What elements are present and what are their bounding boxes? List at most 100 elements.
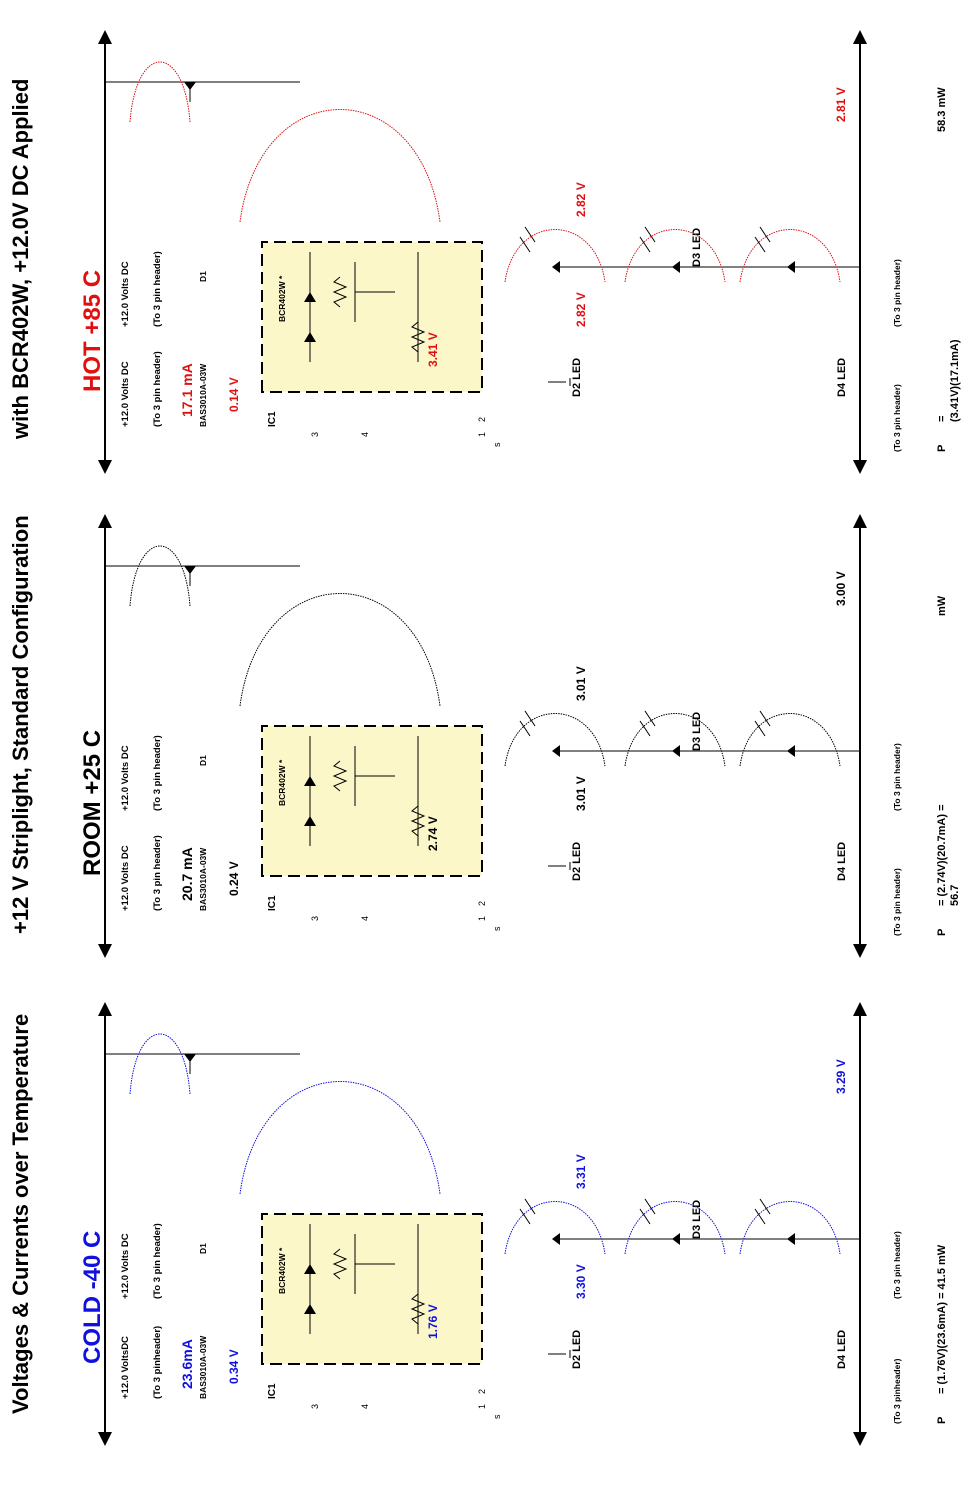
- ic-diode-b: [304, 776, 316, 786]
- emission-lobe-ic: [239, 1081, 441, 1195]
- led-d2-label: D2 LED: [571, 358, 583, 397]
- end-voltage: 3.29 V: [834, 1059, 848, 1094]
- ic-diode-b: [304, 1264, 316, 1274]
- power-label: P: [936, 445, 948, 452]
- panel-cold: COLD -40 C +12.0 VoltsDC (To 3 pinheader) +…: [79, 1002, 948, 1446]
- led-d3-voltage: 3.01 V: [574, 666, 588, 701]
- pin-3: 3: [310, 432, 320, 437]
- led-symbol-2: [552, 261, 560, 273]
- pin-3: 3: [310, 916, 320, 921]
- pin-2: 2: [477, 901, 487, 906]
- emission-lobe-d4: [739, 229, 841, 283]
- led-d4-label: D4 LED: [836, 842, 848, 881]
- led-d3-voltage: 2.82 V: [574, 182, 588, 217]
- emission-lobe-d1: [129, 1033, 191, 1095]
- pin-4: 4: [360, 916, 370, 921]
- ground-header-a: (To 3 pin header): [892, 868, 902, 936]
- supply-label-b: +12.0 Volts DC: [120, 261, 131, 327]
- power-equation: =: [936, 416, 948, 422]
- panel-hot: HOT +85 C +12.0 Volts DC (To 3 pin header)…: [79, 30, 961, 474]
- diode-d1-symbol: [184, 566, 196, 574]
- emission-lobe-ic: [239, 109, 441, 223]
- diode-d1-symbol: [184, 1054, 196, 1062]
- led-symbol-3: [672, 745, 680, 757]
- rail-top-arrow-left: [98, 460, 112, 474]
- header-label-b: (To 3 pin header): [152, 735, 163, 811]
- power-unit: mW: [936, 595, 948, 616]
- pin-1: 1: [477, 432, 487, 437]
- rail-bottom-arrow-right: [853, 30, 867, 44]
- current-value: 20.7 mA: [179, 847, 195, 901]
- supply-label-a: +12.0 VoltsDC: [120, 1336, 131, 1399]
- led-emission-arrow: [639, 1208, 651, 1225]
- emission-lobe-d4: [739, 713, 841, 767]
- rail-bottom-arrow-left: [853, 1432, 867, 1446]
- rail-top-arrow-left: [98, 1432, 112, 1446]
- led-d3-voltage: 3.31 V: [574, 1154, 588, 1189]
- rail-bottom-arrow-right: [853, 1002, 867, 1016]
- diode-part: BAS3010A-03W: [198, 363, 208, 427]
- led-symbol-4: [787, 745, 795, 757]
- diode-voltage: 0.34 V: [227, 1349, 241, 1384]
- led-symbol-3: [672, 1233, 680, 1245]
- rail-bottom-arrow-left: [853, 944, 867, 958]
- current-value: 23.6mA: [179, 1339, 195, 1389]
- rail-bottom-arrow-right: [853, 514, 867, 528]
- ground-header-a: (To 3 pin header): [892, 384, 902, 452]
- led-emission-arrow: [754, 1208, 766, 1225]
- ic-resistor-b: [332, 1248, 348, 1280]
- led-d4-label: D4 LED: [836, 358, 848, 397]
- ic-bcr402w-box: [261, 725, 483, 877]
- temperature-label: ROOM +25 C: [79, 730, 106, 876]
- pin-1: 1: [477, 916, 487, 921]
- ic-bcr402w-box: [261, 1213, 483, 1365]
- pin-3: 3: [310, 1404, 320, 1409]
- ic-bcr402w-box: [261, 241, 483, 393]
- ground-header-a: (To 3 pinheader): [892, 1358, 902, 1424]
- title-mid: +12 V Striplight, Standard Configuration: [8, 515, 33, 934]
- supply-label-b: +12.0 Volts DC: [120, 1233, 131, 1299]
- emission-lobe-d2: [504, 713, 606, 767]
- emission-lobe-d2: [504, 1201, 606, 1255]
- header-label-b: (To 3 pin header): [152, 1223, 163, 1299]
- led-d4-label: D4 LED: [836, 1330, 848, 1369]
- led-symbol-4: [787, 1233, 795, 1245]
- ic-voltage: 3.41 V: [426, 332, 440, 367]
- pin-s: s: [492, 926, 502, 931]
- header-label-b: (To 3 pin header): [152, 251, 163, 327]
- emission-lobe-d1: [129, 61, 191, 123]
- ic-diode-a: [304, 816, 316, 826]
- led-emission-arrow: [639, 236, 651, 253]
- pin-s: s: [492, 442, 502, 447]
- led-emission-arrow: [519, 236, 531, 253]
- ic-ref: IC1: [267, 411, 278, 427]
- pin-s: s: [492, 1414, 502, 1419]
- led-emission-arrow: [639, 720, 651, 737]
- led-emission-arrow: [519, 720, 531, 737]
- diode-ref: D1: [198, 1243, 208, 1254]
- ic-resistor-b: [332, 276, 348, 308]
- ic-resistor-b: [332, 760, 348, 792]
- ic-diode-a: [304, 1304, 316, 1314]
- pin-2: 2: [477, 1389, 487, 1394]
- ic-voltage: 2.74 V: [426, 816, 440, 851]
- emission-lobe-d4: [739, 1201, 841, 1255]
- header-label-a: (To 3 pin header): [152, 351, 163, 427]
- rail-bottom-arrow-left: [853, 460, 867, 474]
- supply-label-a: +12.0 Volts DC: [120, 845, 131, 911]
- led-symbol-4: [787, 261, 795, 273]
- emission-lobe-d3: [624, 1201, 726, 1255]
- ic-voltage: 1.76 V: [426, 1304, 440, 1339]
- end-voltage: 3.00 V: [834, 571, 848, 606]
- supply-label-b: +12.0 Volts DC: [120, 745, 131, 811]
- pin-1: 1: [477, 1404, 487, 1409]
- ic-resistor-a: [410, 805, 426, 837]
- led-d2-voltage: 3.01 V: [574, 776, 588, 811]
- led-d2-label: D2 LED: [571, 842, 583, 881]
- title-left: Voltages & Currents over Temperature: [8, 1014, 33, 1414]
- diode-ref: D1: [198, 271, 208, 282]
- rail-top-arrow-right: [98, 30, 112, 44]
- ic-part-label: BCR402W *: [277, 275, 287, 322]
- diode-part: BAS3010A-03W: [198, 847, 208, 911]
